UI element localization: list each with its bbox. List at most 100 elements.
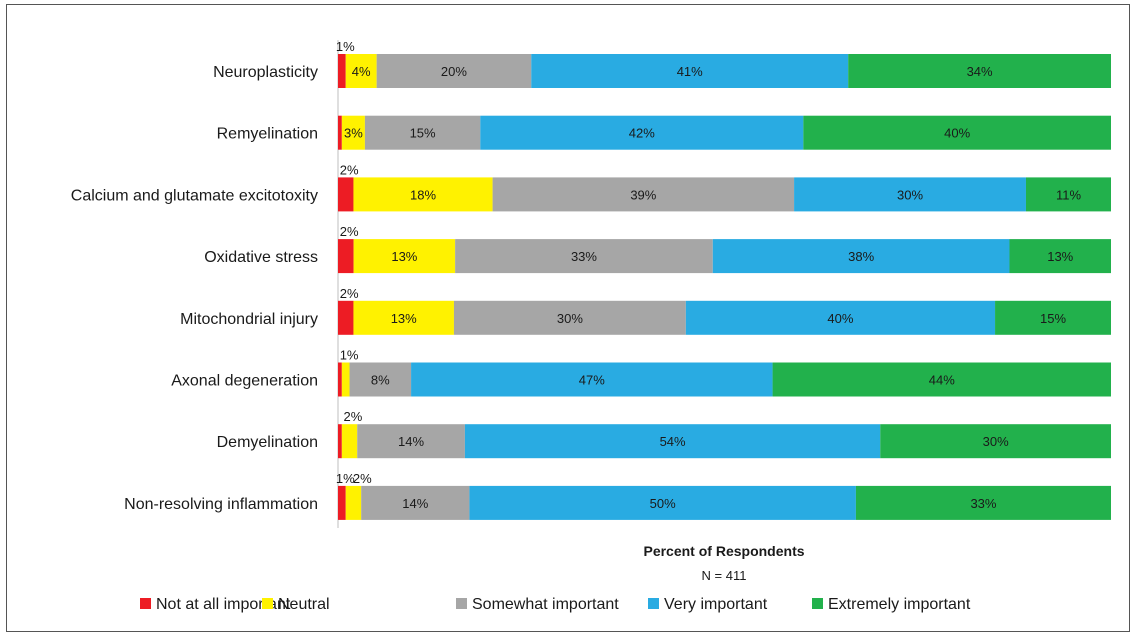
data-label: 2% <box>344 409 363 424</box>
legend-label: Neutral <box>278 596 330 613</box>
x-axis-title: Percent of Respondents <box>643 543 804 559</box>
data-label: 44% <box>929 373 955 388</box>
bar-segment <box>361 485 470 520</box>
data-label: 14% <box>398 434 424 449</box>
bar-segment <box>353 300 454 335</box>
data-label: 30% <box>897 187 923 202</box>
category-label: Axonal degeneration <box>171 373 318 390</box>
bar-segment <box>345 485 362 520</box>
category-label: Oxidative stress <box>204 249 318 266</box>
legend-swatch <box>140 598 151 609</box>
legend-swatch <box>262 598 273 609</box>
category-label: Non-resolving inflammation <box>124 496 318 513</box>
bar-segment <box>848 54 1111 88</box>
bar-segment <box>492 177 795 212</box>
bar-segment <box>995 300 1111 335</box>
bar-segment <box>1009 239 1111 274</box>
legend-label: Somewhat important <box>472 596 619 613</box>
legend-label: Not at all important <box>156 596 291 613</box>
data-label: 33% <box>970 496 996 511</box>
data-label: 3% <box>344 126 363 141</box>
bar-segment <box>855 485 1111 520</box>
legend-label: Extremely important <box>828 596 971 613</box>
bar-segment <box>803 115 1111 150</box>
data-label: 1% <box>336 471 355 486</box>
bar-segment <box>712 239 1010 274</box>
data-label: 4% <box>352 64 371 79</box>
data-label: 11% <box>1056 187 1081 202</box>
bar-segment <box>353 177 493 212</box>
data-label: 13% <box>391 249 417 264</box>
data-label: 54% <box>660 434 686 449</box>
data-label: 38% <box>848 249 874 264</box>
bar-segment <box>880 424 1111 459</box>
data-label: 1% <box>340 348 359 363</box>
data-label: 2% <box>340 224 359 239</box>
bar-segment <box>349 362 412 397</box>
category-labels: Neuroplasticity Remyelination Calcium and … <box>71 64 318 513</box>
data-label: 14% <box>402 496 428 511</box>
bar-segment <box>353 239 456 274</box>
data-label: 8% <box>371 373 390 388</box>
data-label: 41% <box>677 64 703 79</box>
bar-segment <box>531 54 849 88</box>
category-label: Mitochondrial injury <box>180 311 318 328</box>
data-label: 13% <box>1047 249 1073 264</box>
bar-segment <box>338 300 354 335</box>
data-label: 33% <box>571 249 597 264</box>
data-label: 30% <box>557 311 583 326</box>
bar-segment <box>772 362 1111 397</box>
category-label: Remyelination <box>217 126 318 143</box>
data-label: 2% <box>353 471 372 486</box>
bar-segment <box>338 177 354 212</box>
bar-segment <box>338 485 346 520</box>
legend-swatch <box>456 598 467 609</box>
data-label: 15% <box>410 126 436 141</box>
bar-segment <box>338 115 342 150</box>
data-label: 18% <box>410 187 436 202</box>
bar-segment <box>464 424 881 459</box>
data-label: 40% <box>944 126 970 141</box>
bar-segment <box>341 115 365 150</box>
data-label: 39% <box>630 187 656 202</box>
bar-segment <box>685 300 996 335</box>
bar-segment <box>480 115 804 150</box>
bar-segment <box>357 424 465 459</box>
data-label: 30% <box>983 434 1009 449</box>
bar-segment <box>1025 177 1111 212</box>
data-label: 42% <box>629 126 655 141</box>
data-label: 2% <box>340 286 359 301</box>
bar-segment <box>794 177 1026 212</box>
legend-swatch <box>812 598 823 609</box>
category-label: Neuroplasticity <box>213 64 318 81</box>
bar-segment <box>338 424 342 459</box>
bar-segment <box>338 362 342 397</box>
bar-segment <box>469 485 856 520</box>
bar-segment <box>411 362 773 397</box>
data-label: 20% <box>441 64 467 79</box>
data-label: 34% <box>967 64 993 79</box>
bar-segment <box>453 300 686 335</box>
data-label: 50% <box>650 496 676 511</box>
data-label: 40% <box>827 311 853 326</box>
bar-segment <box>345 54 377 88</box>
data-label: 47% <box>579 373 605 388</box>
bar-segment <box>341 362 350 397</box>
legend-swatch <box>648 598 659 609</box>
bars-group: 4% 20% 41% 34% 1% 3% 15% 42% 40% 18% 39% 30% 11% 2% 13… <box>336 39 1111 520</box>
data-label: 13% <box>391 311 417 326</box>
sample-size-note: N = 411 <box>702 568 747 583</box>
bar-segment <box>455 239 713 274</box>
bar-segment <box>338 54 346 88</box>
category-label: Calcium and glutamate excitotoxity <box>71 187 318 204</box>
bar-segment <box>341 424 358 459</box>
data-label: 2% <box>340 162 359 177</box>
bar-segment <box>376 54 532 88</box>
bar-segment <box>338 239 354 274</box>
data-label: 15% <box>1040 311 1066 326</box>
bar-segment <box>364 115 481 150</box>
data-label: 1% <box>336 39 355 54</box>
legend-label: Very important <box>664 596 768 613</box>
